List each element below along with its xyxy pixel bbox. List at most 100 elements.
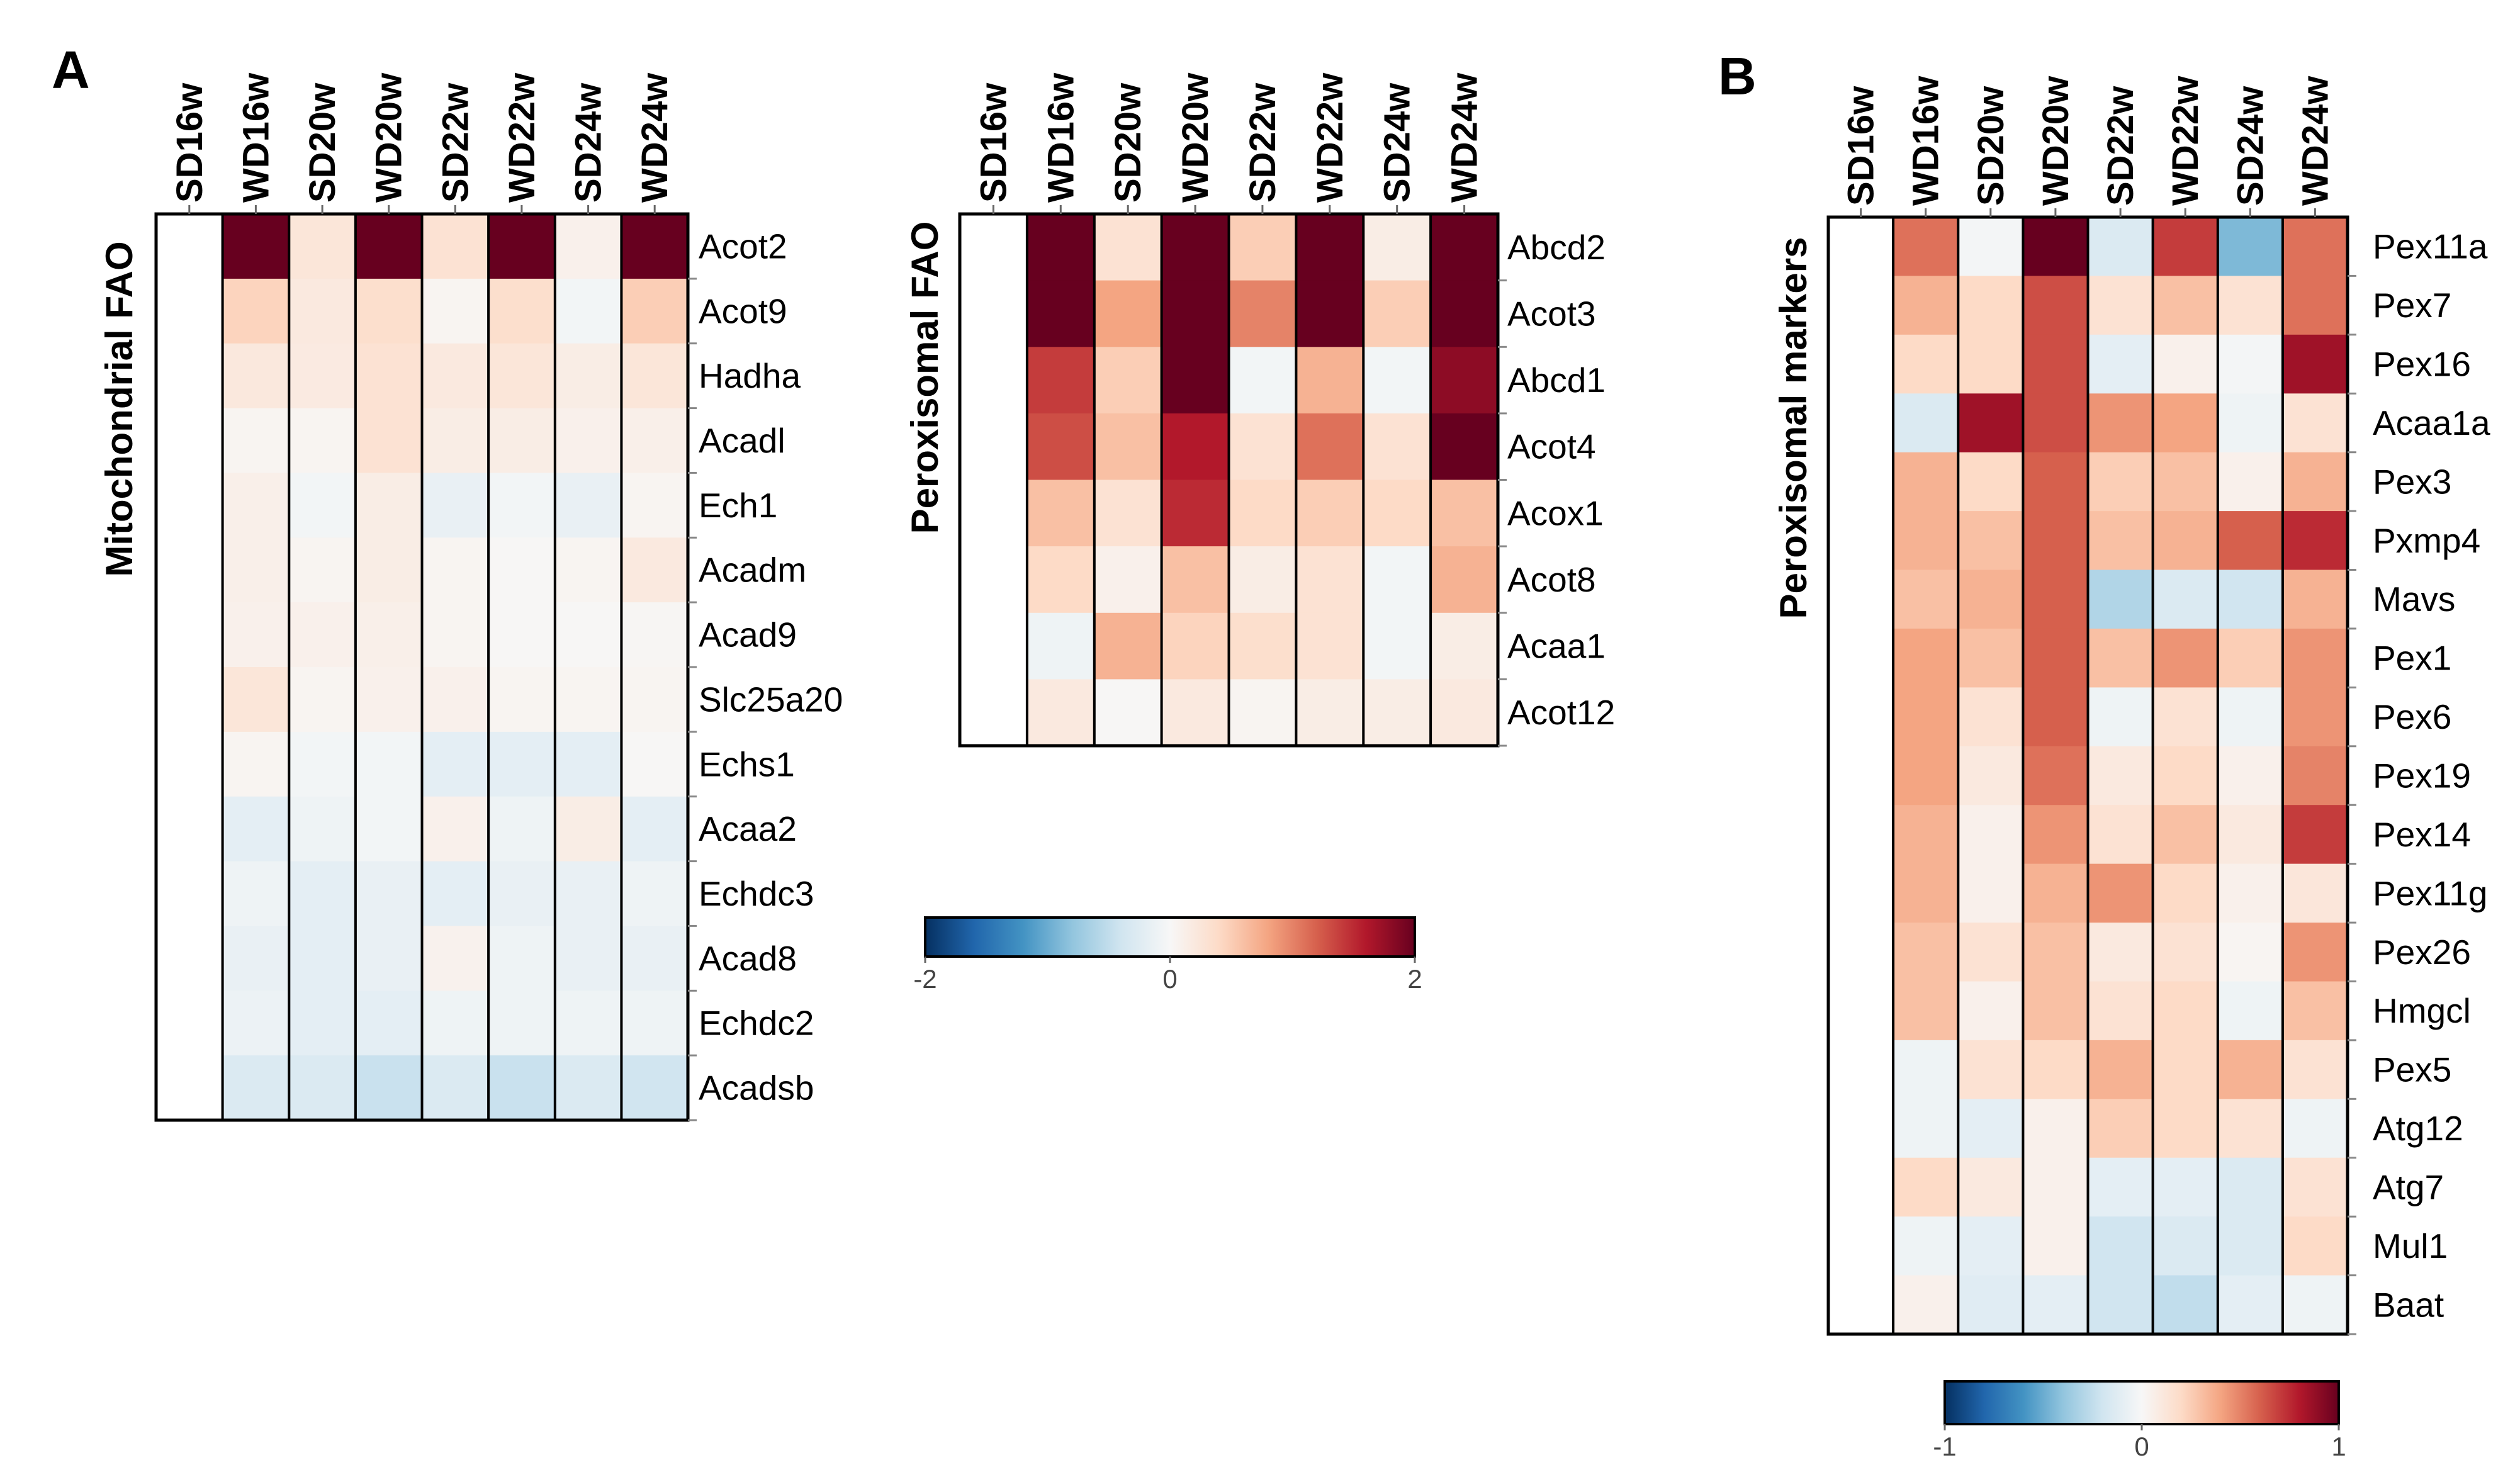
heatmap-cell [2088,687,2154,747]
heatmap-cell [554,214,622,279]
heatmap-cell [2152,276,2219,335]
heatmap-cell [2282,334,2348,394]
heatmap-cell [2217,805,2283,865]
heatmap-cell [1161,347,1230,414]
heatmap-cell [2282,1099,2348,1159]
heatmap-cell [1431,546,1499,614]
heatmap-cell [1229,480,1297,547]
heatmap-cell [1094,413,1162,481]
heatmap-cell [2152,393,2219,453]
heatmap-cell [2023,276,2089,335]
heatmap-title: Peroxisomal markers [1772,237,1814,619]
heatmap-cell [2217,863,2283,923]
heatmap-cell [488,214,556,279]
column-label: WD20w [369,72,410,203]
heatmap-cell [1161,413,1230,481]
heatmap-cell [222,278,290,344]
heatmap-cell [2023,1099,2089,1159]
heatmap-cell [1027,546,1095,614]
heatmap-cell [621,926,689,991]
heatmap-cell [2217,334,2283,394]
heatmap-cell [289,537,356,603]
heatmap-cell [2217,1216,2283,1276]
heatmap-cell [355,667,423,733]
heatmap-cell [554,926,622,991]
heatmap-cell [1958,334,2023,394]
column-label: WD16w [1906,76,1947,206]
heatmap-cell [2023,805,2089,865]
heatmap-cell [621,537,689,603]
heatmap-cell [2088,334,2154,394]
heatmap-cell [222,796,290,862]
heatmap-cell [1363,679,1431,746]
heatmap-cell [1027,214,1095,281]
heatmap-cell [2217,628,2283,688]
heatmap-cell [621,473,689,538]
heatmap-cell [156,214,223,279]
heatmap-cell [2023,1275,2089,1335]
heatmap-cell [1431,347,1499,414]
heatmap-cell [2152,981,2219,1041]
row-label: Pex7 [2373,286,2451,325]
heatmap-cell [960,214,1028,281]
heatmap-cell [1027,612,1095,680]
heatmap-cell [156,861,223,927]
heatmap-cell [1828,452,1894,512]
heatmap-cell [488,1055,556,1121]
heatmap-cell [1431,480,1499,547]
heatmap-cell [1958,1275,2023,1335]
heatmap-cell [1958,805,2023,865]
panel-label-b: B [1718,47,1757,106]
heatmap-cell [289,278,356,344]
heatmap-cell [1893,334,1959,394]
heatmap-cell [488,408,556,474]
heatmap-cell [222,408,290,474]
column-label: SD24w [2230,86,2271,206]
heatmap-cell [1893,746,1959,806]
heatmap-cell [156,926,223,991]
heatmap-cell [488,731,556,797]
heatmap-cell [1094,679,1162,746]
heatmap-cell [1958,217,2023,276]
heatmap-cell [1828,276,1894,335]
heatmap-cell [1828,628,1894,688]
heatmap-cell [289,1055,356,1121]
column-label: SD16w [973,82,1014,203]
heatmap-cell [2088,863,2154,923]
heatmap-cell [1363,280,1431,347]
heatmap-cell [2152,511,2219,571]
heatmap-cell [2217,393,2283,453]
row-label: Acad9 [699,615,797,654]
heatmap-cell [1958,452,2023,512]
row-label: Acadl [699,421,785,460]
heatmap-cell [355,408,423,474]
heatmap-cell [2217,981,2283,1041]
heatmap-cell [2217,1157,2283,1217]
heatmap-cell [156,991,223,1056]
heatmap-cell [1828,746,1894,806]
heatmap-cell [1893,923,1959,982]
heatmap-cell [1027,347,1095,414]
heatmap-cell [1094,214,1162,281]
row-label: Acot3 [1507,294,1596,333]
row-label: Acad8 [699,939,797,978]
row-label: Pex14 [2373,815,2471,854]
heatmap-cell [2152,570,2219,629]
heatmap-cell [1828,1099,1894,1159]
heatmap-cell [554,537,622,603]
heatmap-cell [1431,679,1499,746]
heatmap-cell [1027,280,1095,347]
column-label: WD16w [235,72,276,203]
heatmap-cell [488,343,556,409]
row-label: Ech1 [699,486,777,525]
colorbar-tick-label: 0 [2134,1432,2149,1461]
heatmap-cell [2152,452,2219,512]
heatmap-cell [1229,347,1297,414]
heatmap-cell [1958,276,2023,335]
heatmap-cell [1893,805,1959,865]
heatmap-cell [2088,1040,2154,1099]
heatmap-cell [289,796,356,862]
row-label: Echdc3 [699,874,814,913]
heatmap-cell [1296,546,1364,614]
